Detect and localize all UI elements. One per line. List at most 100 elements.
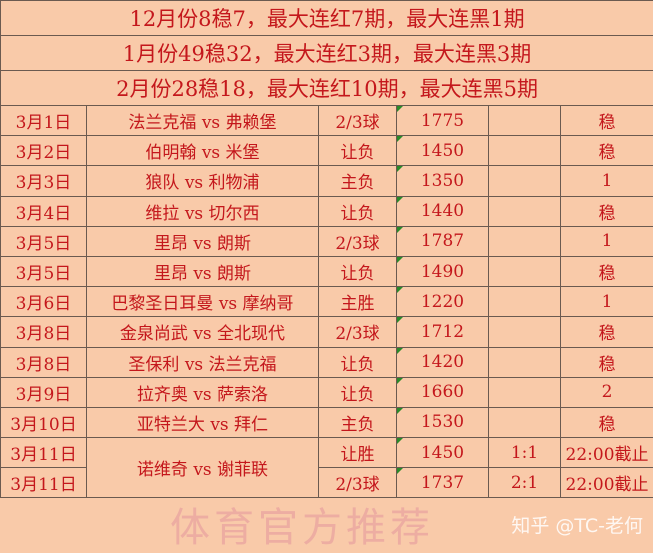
number-cell: 1737	[397, 468, 489, 498]
summary-row: 2月份28稳18，最大连红10期，最大连黑5期	[1, 71, 653, 106]
result-cell: 2	[561, 377, 653, 407]
bet-type-cell: 2/3球	[319, 317, 397, 347]
watermark-corner: 知乎 @TC-老何	[511, 511, 643, 538]
date-cell: 3月8日	[1, 347, 87, 377]
result-cell: 稳	[561, 407, 653, 437]
bet-type-cell: 主胜	[319, 287, 397, 317]
bet-type-cell: 让负	[319, 347, 397, 377]
match-cell: 金泉尚武 vs 全北现代	[87, 317, 319, 347]
result-cell: 1	[561, 166, 653, 196]
bet-type-cell: 让负	[319, 136, 397, 166]
date-cell: 3月2日	[1, 136, 87, 166]
match-cell: 拉齐奥 vs 萨索洛	[87, 377, 319, 407]
summary-text: 12月份8稳7，最大连红7期，最大连黑1期	[1, 1, 653, 36]
result-cell: 稳	[561, 106, 653, 136]
date-cell: 3月5日	[1, 256, 87, 286]
score-cell	[489, 106, 561, 136]
number-cell: 1660	[397, 377, 489, 407]
score-cell	[489, 317, 561, 347]
summary-text: 2月份28稳18，最大连红10期，最大连黑5期	[1, 71, 653, 106]
bet-type-cell: 主负	[319, 407, 397, 437]
score-cell	[489, 196, 561, 226]
match-cell: 伯明翰 vs 米堡	[87, 136, 319, 166]
date-cell: 3月5日	[1, 226, 87, 256]
number-cell: 1350	[397, 166, 489, 196]
number-cell: 1530	[397, 407, 489, 437]
bet-type-cell: 主负	[319, 166, 397, 196]
score-cell	[489, 136, 561, 166]
match-cell: 里昂 vs 朗斯	[87, 256, 319, 286]
score-cell: 2:1	[489, 468, 561, 498]
date-cell: 3月8日	[1, 317, 87, 347]
date-cell: 3月9日	[1, 377, 87, 407]
number-cell: 1712	[397, 317, 489, 347]
match-cell: 狼队 vs 利物浦	[87, 166, 319, 196]
date-cell: 3月11日	[1, 468, 87, 498]
date-cell: 3月10日	[1, 407, 87, 437]
score-cell	[489, 256, 561, 286]
score-cell	[489, 287, 561, 317]
score-cell	[489, 347, 561, 377]
match-cell: 巴黎圣日耳曼 vs 摩纳哥	[87, 287, 319, 317]
match-cell: 亚特兰大 vs 拜仁	[87, 407, 319, 437]
match-cell: 里昂 vs 朗斯	[87, 226, 319, 256]
bet-type-cell: 2/3球	[319, 226, 397, 256]
score-cell	[489, 226, 561, 256]
date-cell: 3月11日	[1, 438, 87, 468]
record-table: 12月份8稳7，最大连红7期，最大连黑1期 1月份49稳32，最大连红3期，最大…	[0, 0, 653, 498]
bet-type-cell: 让胜	[319, 438, 397, 468]
bet-type-cell: 2/3球	[319, 468, 397, 498]
result-cell: 22:00截止	[561, 468, 653, 498]
bet-type-cell: 让负	[319, 377, 397, 407]
number-cell: 1420	[397, 347, 489, 377]
watermark-center: 体育官方推荐	[170, 495, 434, 553]
result-cell: 稳	[561, 196, 653, 226]
score-cell	[489, 166, 561, 196]
result-cell: 22:00截止	[561, 438, 653, 468]
summary-row: 12月份8稳7，最大连红7期，最大连黑1期	[1, 1, 653, 36]
match-cell: 诺维奇 vs 谢菲联	[87, 438, 319, 498]
number-cell: 1450	[397, 136, 489, 166]
bet-type-cell: 让负	[319, 256, 397, 286]
result-cell: 稳	[561, 317, 653, 347]
number-cell: 1450	[397, 438, 489, 468]
number-cell: 1775	[397, 106, 489, 136]
watermark-strip: 体育官方推荐 知乎 @TC-老何	[0, 498, 653, 550]
match-cell: 法兰克福 vs 弗赖堡	[87, 106, 319, 136]
result-cell: 1	[561, 226, 653, 256]
date-cell: 3月6日	[1, 287, 87, 317]
summary-row: 1月份49稳32，最大连红3期，最大连黑3期	[1, 36, 653, 71]
match-cell: 维拉 vs 切尔西	[87, 196, 319, 226]
summary-text: 1月份49稳32，最大连红3期，最大连黑3期	[1, 36, 653, 71]
score-cell: 1:1	[489, 438, 561, 468]
result-cell: 稳	[561, 136, 653, 166]
result-cell: 1	[561, 287, 653, 317]
date-cell: 3月1日	[1, 106, 87, 136]
date-cell: 3月4日	[1, 196, 87, 226]
result-cell: 稳	[561, 347, 653, 377]
number-cell: 1490	[397, 256, 489, 286]
number-cell: 1440	[397, 196, 489, 226]
match-cell: 圣保利 vs 法兰克福	[87, 347, 319, 377]
result-cell: 稳	[561, 256, 653, 286]
number-cell: 1220	[397, 287, 489, 317]
number-cell: 1787	[397, 226, 489, 256]
score-cell	[489, 407, 561, 437]
bet-type-cell: 2/3球	[319, 106, 397, 136]
bet-type-cell: 让负	[319, 196, 397, 226]
score-cell	[489, 377, 561, 407]
date-cell: 3月3日	[1, 166, 87, 196]
